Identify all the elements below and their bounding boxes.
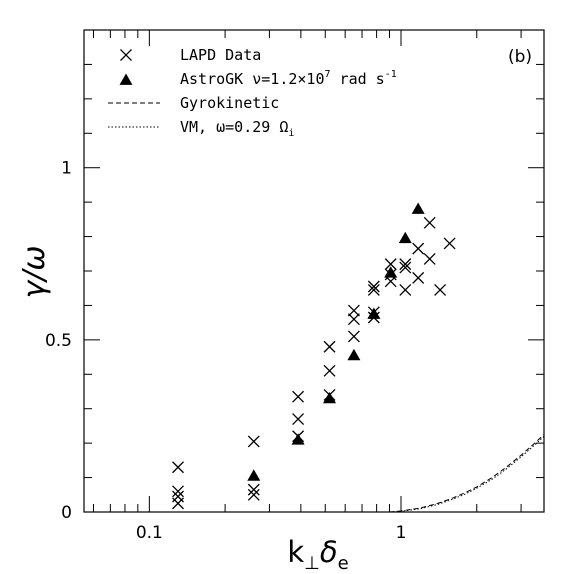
lapd-point: [323, 340, 336, 353]
legend-entry: Gyrokinetic: [108, 94, 279, 112]
lapd-point: [347, 304, 360, 317]
lapd-point: [247, 435, 260, 448]
panel-label: (b): [508, 47, 532, 67]
lapd-point: [384, 275, 397, 288]
astrogk-point: [323, 391, 337, 404]
x-axis-label-sub2: e: [338, 553, 349, 574]
lapd-point: [384, 258, 397, 271]
legend-label: AstroGK ν=1.2×107 rad s-1: [180, 69, 397, 88]
astrogk-point: [384, 266, 398, 278]
model-curves: [389, 434, 545, 513]
lapd-point: [172, 461, 184, 474]
lapd-point: [347, 313, 360, 326]
astrogk-point: [291, 433, 305, 445]
legend-label: Gyrokinetic: [180, 94, 279, 112]
x-axis-label: k⊥δe: [287, 535, 348, 574]
lapd-point: [434, 283, 447, 296]
lapd-point: [367, 283, 380, 296]
x-tick-label: 0.1: [136, 523, 163, 543]
axis-ticks: 0.1 1 0 0.5 1: [45, 29, 544, 543]
astrogk-point: [398, 231, 412, 244]
lapd-point: [247, 488, 260, 501]
lapd-point: [172, 497, 184, 510]
astrogk-point: [347, 348, 361, 361]
lapd-point: [292, 390, 305, 403]
legend-entry: VM, ω=0.29 Ωi: [108, 118, 294, 139]
legend-triangle-marker: [119, 73, 133, 85]
lapd-point: [399, 283, 412, 296]
astrogk-point: [411, 202, 425, 214]
lapd-point: [323, 364, 336, 377]
astrogk-point: [247, 469, 261, 481]
astrogk-point: [367, 307, 381, 319]
legend-label: LAPD Data: [180, 46, 261, 64]
legend-cross-marker: [120, 49, 132, 61]
lapd-point: [443, 237, 456, 250]
lapd-point: [347, 330, 360, 343]
x-axis-label-sub1: ⊥: [304, 553, 320, 574]
x-tick-label: 1: [396, 523, 407, 543]
x-axis-label-mid: δ: [320, 535, 338, 569]
lapd-point: [172, 485, 184, 498]
lapd-point: [367, 280, 380, 293]
lapd-point: [247, 483, 260, 496]
lapd-point: [412, 242, 425, 255]
y-tick-label: 1: [61, 159, 72, 179]
data-points: [172, 202, 456, 510]
lapd-point: [423, 252, 436, 265]
lapd-point: [292, 413, 305, 426]
x-axis-label-base: k: [287, 535, 304, 569]
gyrokinetic-curve: [389, 434, 545, 513]
lapd-point: [412, 271, 425, 284]
y-axis-label: γ/ω: [17, 246, 52, 299]
legend-entry: LAPD Data: [120, 46, 261, 64]
y-tick-label: 0: [61, 503, 72, 523]
lapd-point: [423, 216, 436, 229]
legend-label: VM, ω=0.29 Ωi: [180, 118, 294, 139]
lapd-point: [399, 261, 412, 274]
y-tick-label: 0.5: [45, 331, 72, 351]
legend-entry: AstroGK ν=1.2×107 rad s-1: [119, 69, 397, 88]
plot-border: [83, 29, 545, 513]
lapd-point: [399, 258, 412, 271]
plot-frame: [83, 29, 545, 513]
legend: LAPD Data AstroGK ν=1.2×107 rad s-1 Gyroki…: [108, 46, 397, 139]
vm-curve: [389, 435, 545, 513]
